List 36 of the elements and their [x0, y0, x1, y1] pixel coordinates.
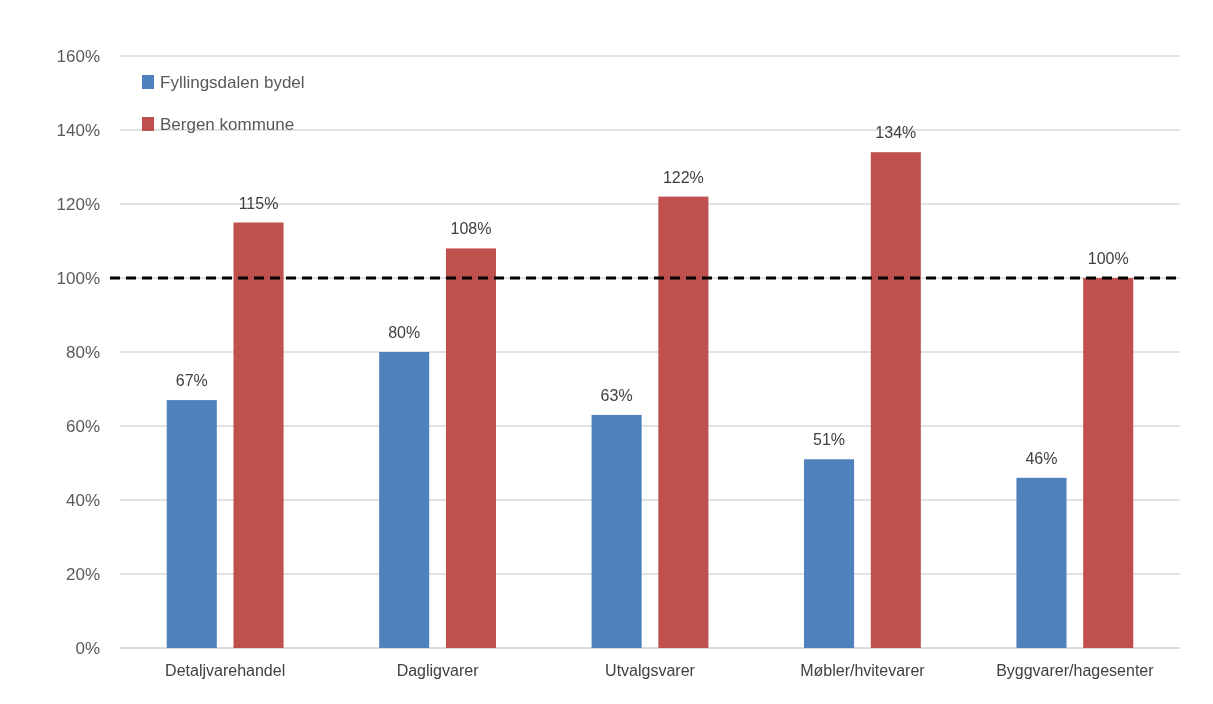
data-label: 46%: [1025, 449, 1058, 467]
y-tick-label: 100%: [56, 268, 100, 288]
bar: [1016, 477, 1067, 648]
bar: [233, 222, 284, 648]
bar: [445, 248, 496, 648]
x-tick-label: Dagligvarer: [396, 662, 480, 679]
x-tick-label: Detaljvarehandel: [165, 662, 286, 679]
data-label: 100%: [1087, 250, 1129, 267]
y-tick-label: 0%: [75, 638, 100, 658]
data-label: 80%: [388, 324, 421, 341]
y-tick-label: 140%: [56, 120, 100, 140]
data-label: 63%: [600, 386, 633, 404]
legend-label: Bergen kommune: [160, 114, 295, 134]
y-tick-label: 60%: [65, 416, 100, 436]
data-label: 108%: [450, 220, 492, 238]
x-tick-label: Byggvarer/hagesenter: [996, 662, 1155, 679]
bar: [1083, 278, 1134, 648]
bar: [379, 352, 430, 648]
legend-label: Fyllingsdalen bydel: [160, 72, 305, 92]
y-tick-label: 160%: [56, 46, 100, 66]
y-tick-label: 120%: [56, 194, 100, 214]
y-tick-label: 40%: [65, 490, 100, 510]
x-tick-label: Møbler/hvitevarer: [800, 662, 926, 679]
data-label: 67%: [175, 372, 208, 390]
x-tick-label: Utvalgsvarer: [605, 662, 696, 679]
bar: [166, 400, 217, 648]
bar: [870, 152, 921, 648]
data-label: 115%: [238, 194, 279, 212]
data-label: 134%: [875, 124, 917, 142]
y-tick-label: 80%: [65, 342, 100, 362]
bar: [804, 459, 855, 648]
data-label: 122%: [662, 168, 704, 186]
bar: [658, 196, 709, 648]
y-tick-label: 20%: [65, 564, 100, 584]
bar: [591, 414, 642, 648]
data-label: 51%: [813, 431, 846, 449]
